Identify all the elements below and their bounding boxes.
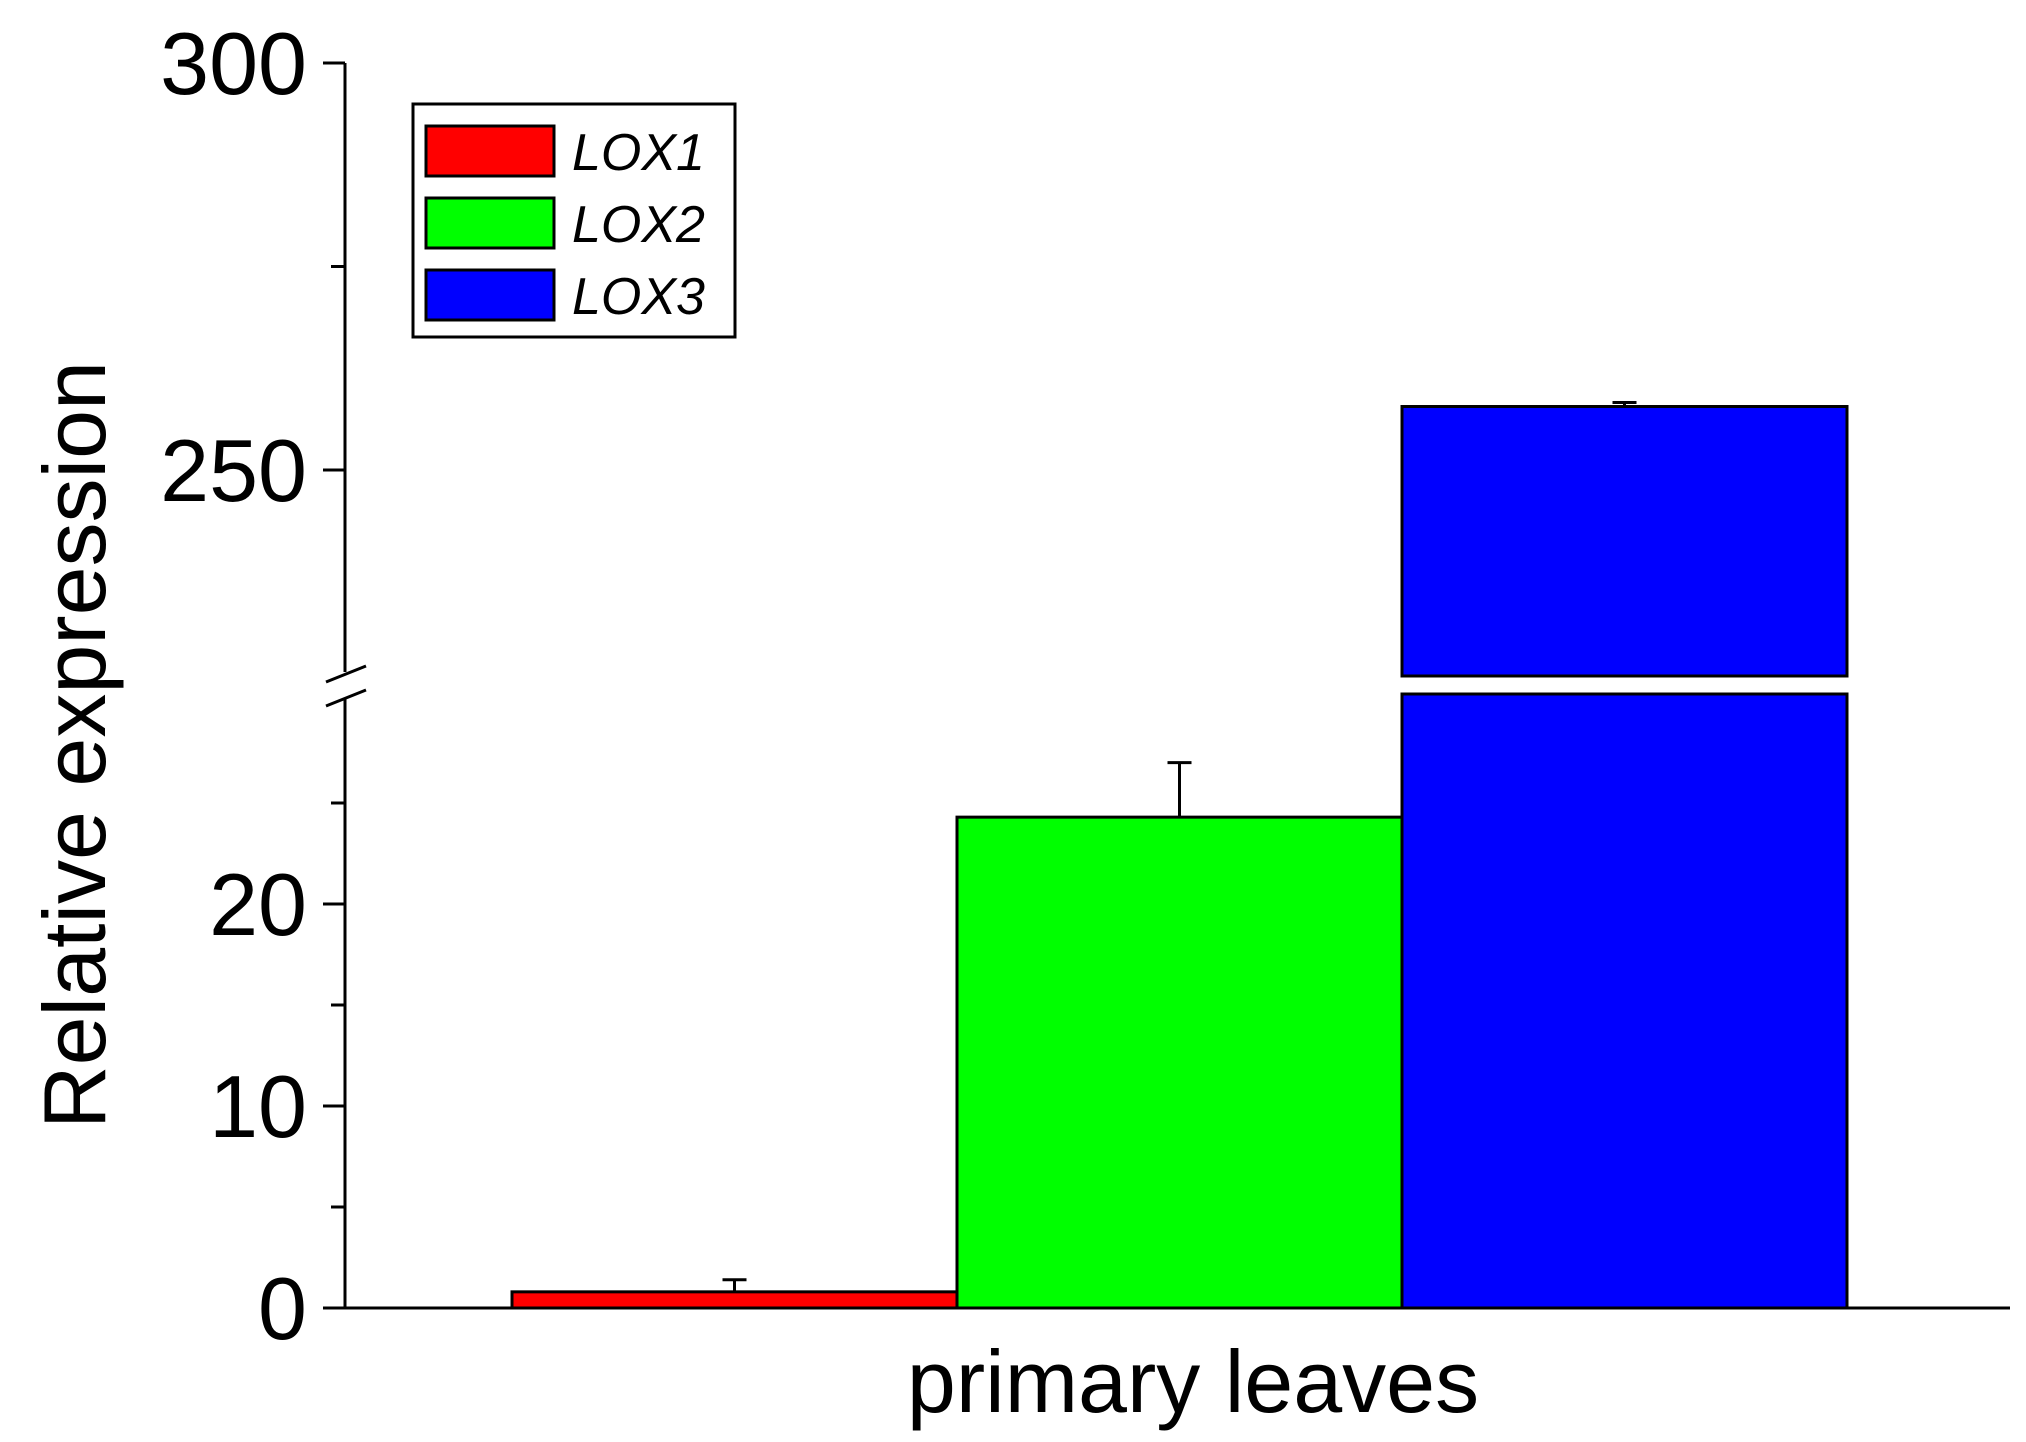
y-tick-label: 20: [209, 855, 307, 954]
legend-label-lox2: LOX2: [572, 196, 705, 254]
axis-break-mark: [325, 688, 367, 708]
legend-swatch-lox3: [424, 268, 556, 322]
bar-lox3-upper: [1400, 405, 1849, 678]
bar-lox3-lower: [1400, 692, 1849, 1310]
y-tick-label: 250: [160, 421, 307, 520]
legend-swatch-lox1: [424, 124, 556, 178]
y-tick-label: 0: [258, 1259, 307, 1358]
y-tick-label: 300: [160, 14, 307, 113]
bar-lox1: [510, 1290, 959, 1310]
legend-label-lox1: LOX1: [572, 124, 705, 182]
y-tick-label: 10: [209, 1057, 307, 1156]
legend-label-lox3: LOX3: [572, 268, 705, 326]
legend-swatch-lox2: [424, 196, 556, 250]
x-axis-title: primary leaves: [907, 1332, 1479, 1431]
bar-lox2: [955, 815, 1404, 1310]
axis-break-mark: [325, 664, 367, 684]
y-axis-title: Relative expression: [25, 361, 124, 1129]
